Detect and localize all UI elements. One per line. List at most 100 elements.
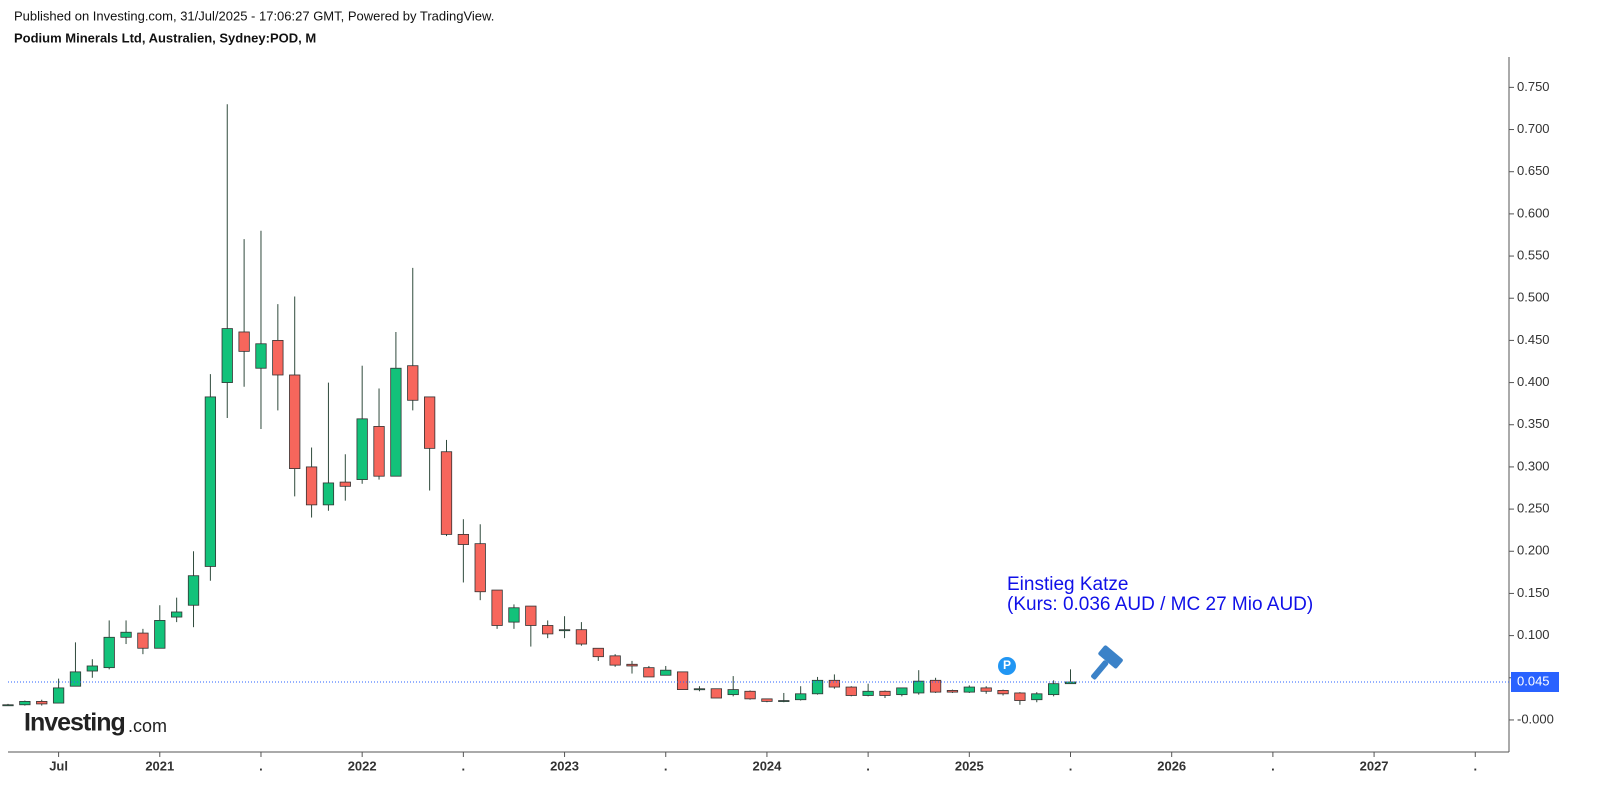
candle-body <box>171 611 183 618</box>
y-tick-label: 0.600 <box>1517 205 1550 220</box>
candle-body <box>52 687 65 704</box>
y-tick-label: 0.450 <box>1517 332 1550 347</box>
candle-body <box>946 690 959 693</box>
candle-body <box>727 689 739 696</box>
candle-body <box>289 374 301 470</box>
candle-body <box>272 339 284 376</box>
marker-label: P <box>1003 658 1011 672</box>
candle-body <box>305 466 318 506</box>
candle-body <box>238 331 250 352</box>
x-tick-label: 2021 <box>145 758 174 773</box>
y-tick-label: 0.700 <box>1517 121 1550 136</box>
candle-body <box>693 688 706 691</box>
candle-body <box>744 690 756 700</box>
x-tick-label: 2022 <box>348 758 377 773</box>
y-tick-label: 0.350 <box>1517 416 1550 431</box>
candle-body <box>558 629 571 632</box>
last-price-label: 0.045 <box>1517 673 1550 688</box>
candle-body <box>710 688 722 699</box>
y-tick-label: 0.300 <box>1517 458 1550 473</box>
annotation: (Kurs: 0.036 AUD / MC 27 Mio AUD) <box>1007 594 1313 615</box>
candle-body <box>592 647 604 658</box>
candle-body <box>963 686 975 693</box>
y-tick-label: 0.400 <box>1517 374 1550 389</box>
candle-body <box>36 700 48 705</box>
candle-body <box>778 700 790 702</box>
candle-body <box>609 655 621 666</box>
candle-body <box>1031 693 1043 701</box>
y-tick-label: 0.650 <box>1517 163 1550 178</box>
candle-body <box>862 690 874 696</box>
y-tick-label: 0.150 <box>1517 585 1550 600</box>
x-tick-label: Jul <box>49 758 68 773</box>
candle-body <box>322 482 335 506</box>
candle-body <box>676 671 689 690</box>
x-tick-label: . <box>664 758 668 773</box>
x-tick-label: 2027 <box>1360 758 1389 773</box>
hammer-icon <box>1091 645 1123 680</box>
candle-body <box>795 693 807 701</box>
published-note: Published on Investing.com, 31/Jul/2025 … <box>14 8 494 23</box>
candle-body <box>1048 683 1060 696</box>
candle-body <box>356 418 368 480</box>
candle-body <box>811 679 824 695</box>
x-tick-label: . <box>866 758 870 773</box>
candle-body <box>457 533 469 545</box>
x-tick-label: . <box>462 758 466 773</box>
candle-body <box>440 451 453 535</box>
symbol-title: Podium Minerals Ltd, Australien, Sydney:… <box>14 30 316 45</box>
y-tick-label: 0.550 <box>1517 247 1550 262</box>
candle-body <box>980 687 992 692</box>
candle-body <box>255 343 267 369</box>
candle-body <box>204 396 217 567</box>
candle-body <box>660 669 672 676</box>
candle-body <box>137 632 149 649</box>
candle-body <box>997 690 1009 695</box>
y-tick-label: 0.200 <box>1517 543 1550 558</box>
candle-body <box>896 687 908 696</box>
candle-body <box>879 690 891 696</box>
x-tick-label: . <box>1271 758 1275 773</box>
candle-body <box>491 589 503 626</box>
candle-body <box>407 365 419 401</box>
y-tick-label: 0.750 <box>1517 79 1550 94</box>
candle-body <box>913 680 925 694</box>
x-tick-label: 2026 <box>1157 758 1186 773</box>
y-tick-label: 0.250 <box>1517 501 1550 516</box>
candle-body <box>525 605 537 626</box>
candle-body <box>154 620 166 649</box>
candle-body <box>424 396 436 449</box>
candle-body <box>339 481 351 487</box>
candle-body <box>390 367 402 477</box>
candle-body <box>542 625 554 635</box>
x-tick-label: . <box>259 758 263 773</box>
y-tick-label: -0.000 <box>1517 711 1554 726</box>
candle-body <box>845 686 857 696</box>
candle-body <box>508 607 520 623</box>
candle-body <box>828 679 841 688</box>
annotation: Einstieg Katze <box>1007 574 1128 595</box>
x-tick-label: 2024 <box>752 758 782 773</box>
candle-body <box>643 667 655 678</box>
candle-body <box>86 665 98 672</box>
x-tick-label: 2023 <box>550 758 579 773</box>
x-tick-label: . <box>1069 758 1073 773</box>
candle-body <box>626 663 638 667</box>
candle-body <box>373 426 385 477</box>
candle-body <box>221 328 233 383</box>
candle-body <box>69 671 82 687</box>
candle-body <box>120 631 132 638</box>
x-tick-label: 2025 <box>955 758 984 773</box>
x-tick-label: . <box>1473 758 1477 773</box>
candle-body <box>103 636 115 669</box>
candle-body <box>187 575 200 606</box>
candle-body <box>1014 692 1026 701</box>
marker-badge <box>998 657 1016 675</box>
candle-body <box>929 679 942 693</box>
logo-brand: Investing <box>24 709 125 737</box>
candle-body <box>761 698 773 702</box>
candle-body <box>474 543 486 593</box>
candle-body <box>19 700 31 706</box>
